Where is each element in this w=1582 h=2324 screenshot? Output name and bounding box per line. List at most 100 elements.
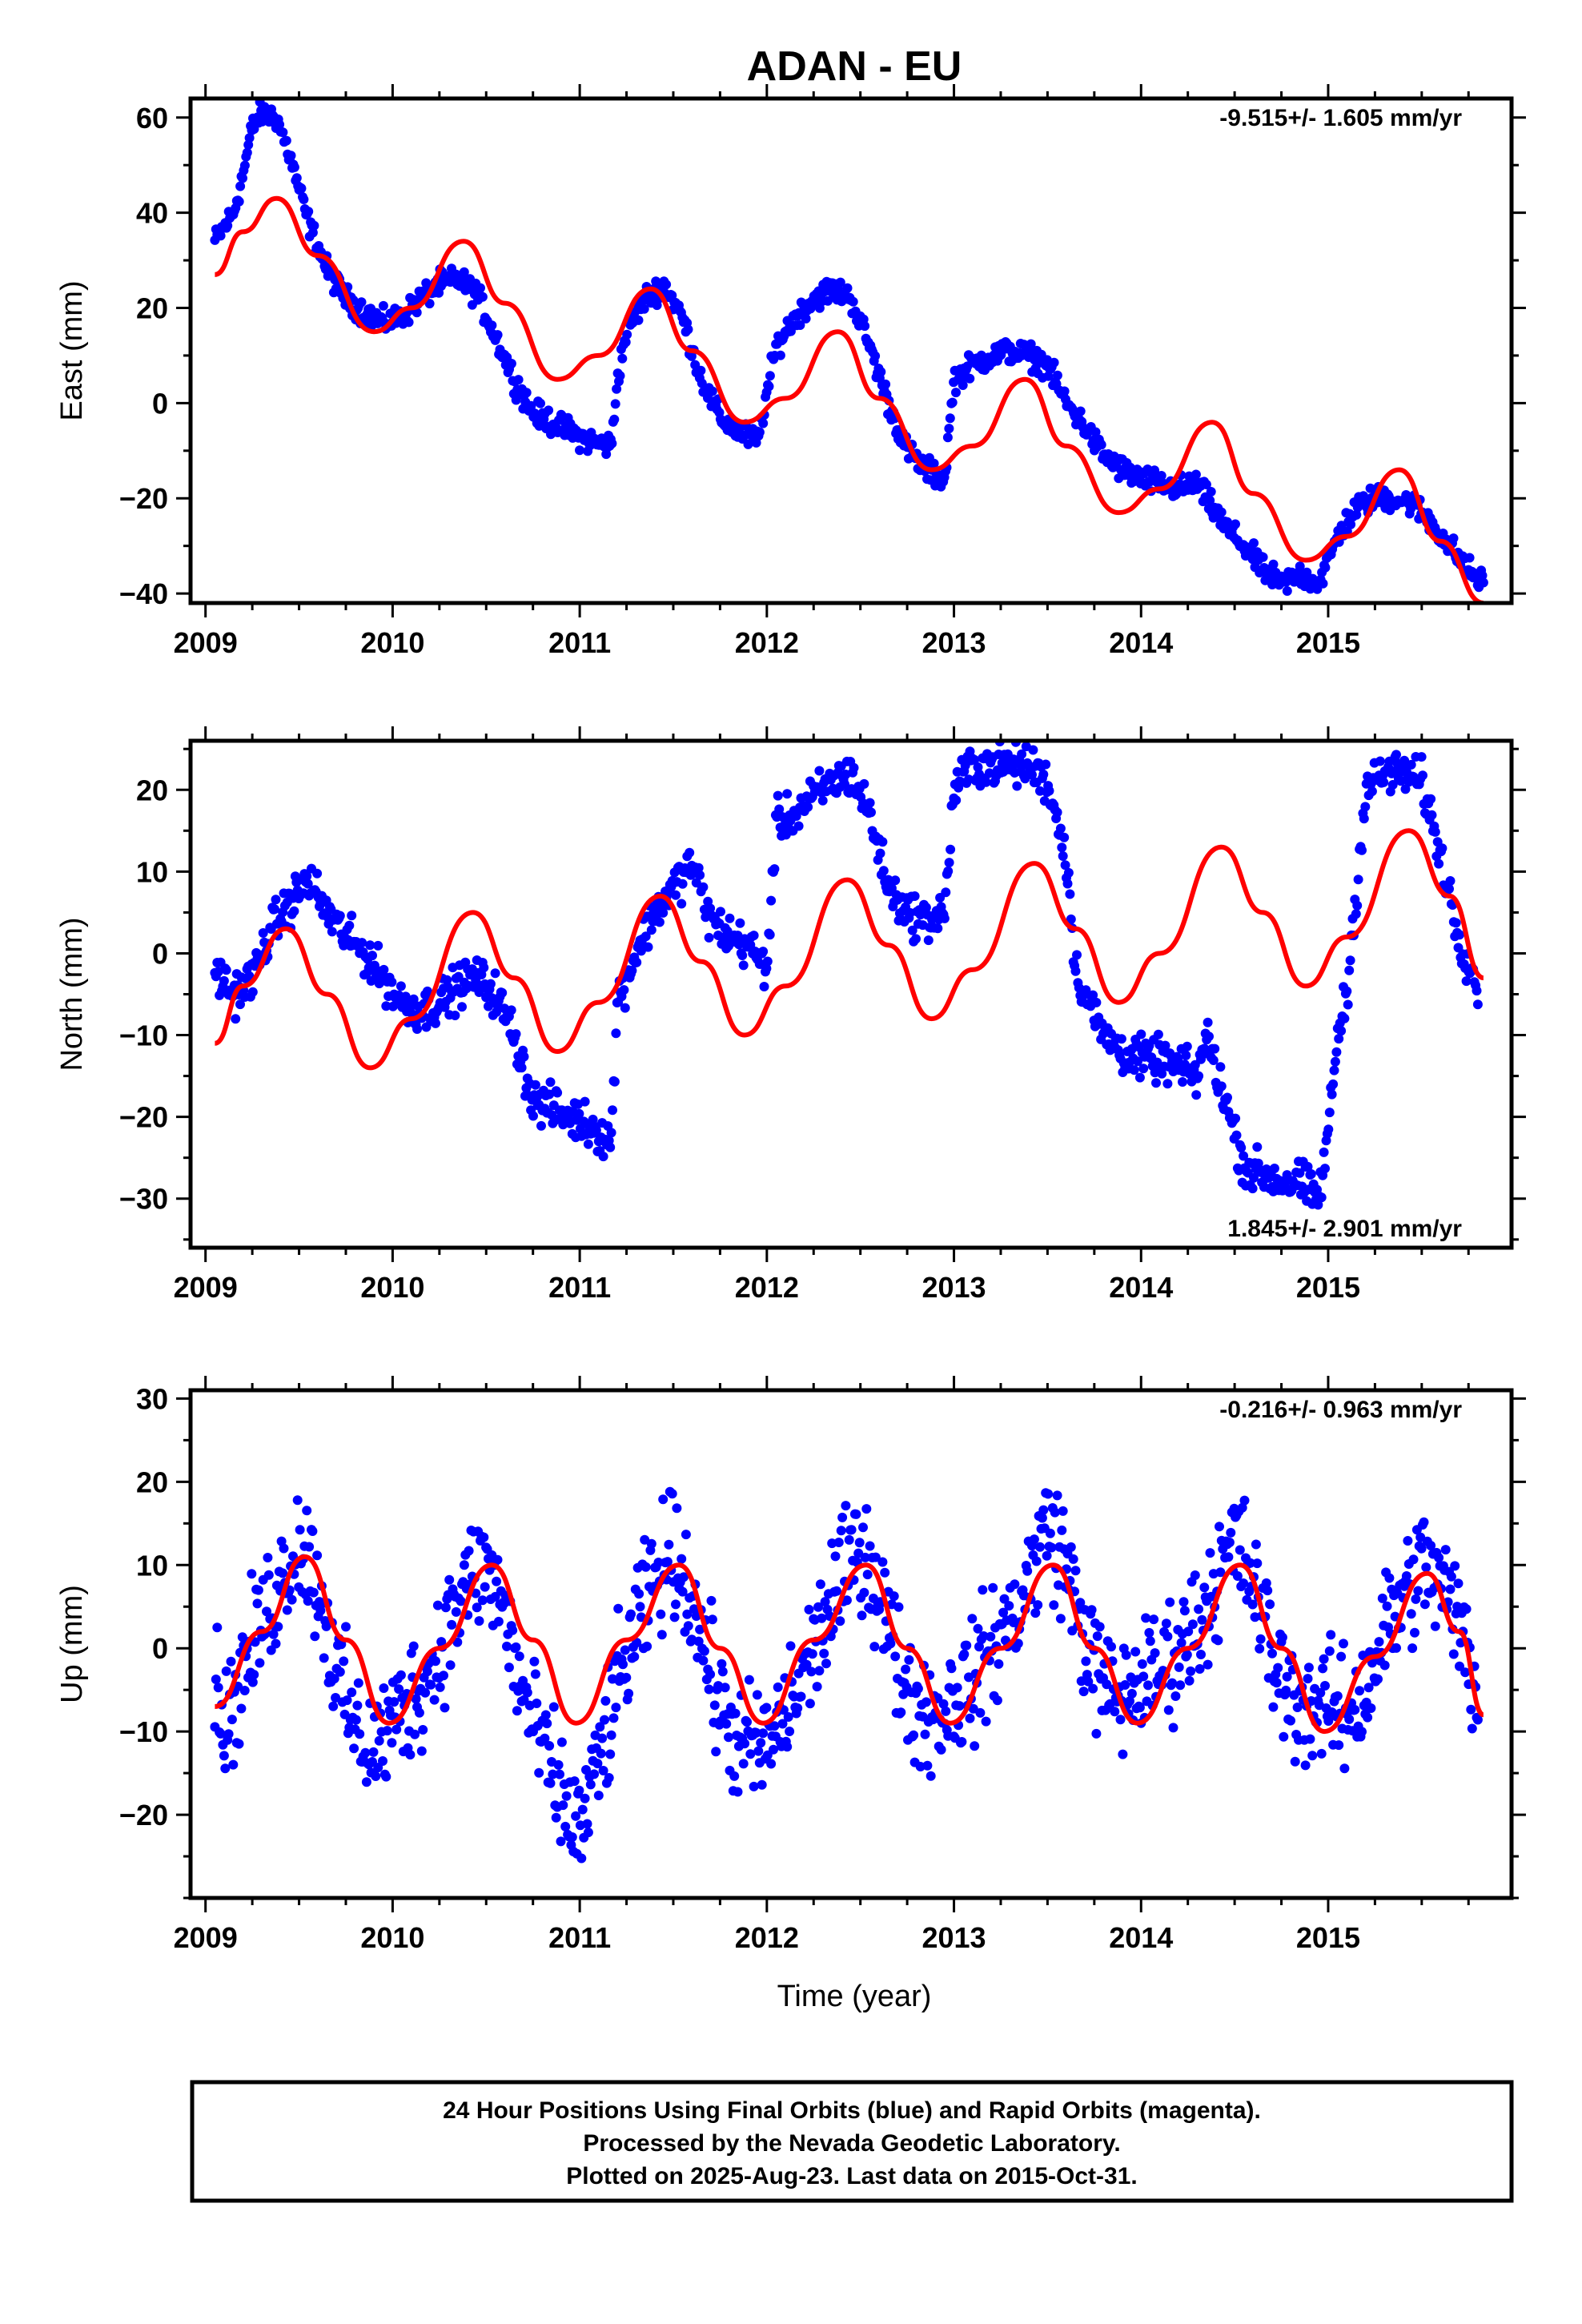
data-point: [1346, 519, 1356, 529]
data-point: [1379, 777, 1389, 787]
data-point: [656, 1630, 667, 1640]
rate-annotation: -9.515+/- 1.605 mm/yr: [1219, 105, 1462, 131]
data-point: [1138, 1063, 1149, 1074]
data-point: [806, 1667, 817, 1677]
y-tick-label: −20: [119, 482, 168, 515]
data-point: [605, 1142, 616, 1152]
data-point: [439, 1671, 448, 1681]
data-point: [681, 1530, 691, 1540]
data-point: [1088, 990, 1098, 1000]
data-point: [1391, 1642, 1401, 1653]
observed-points: [210, 99, 1488, 596]
data-point: [1130, 1647, 1141, 1657]
data-point: [658, 1494, 669, 1505]
data-point: [1062, 879, 1073, 889]
data-point: [640, 1562, 651, 1572]
data-point: [626, 1609, 636, 1619]
data-point: [1178, 1077, 1187, 1087]
data-point: [711, 1747, 721, 1757]
data-point: [814, 1666, 825, 1676]
data-point: [1175, 1680, 1186, 1691]
data-point: [479, 963, 489, 973]
data-point: [604, 1773, 614, 1783]
data-point: [1269, 1164, 1279, 1173]
data-point: [506, 1005, 516, 1015]
x-tick-label: 2010: [360, 626, 424, 659]
data-point: [911, 934, 921, 944]
data-point: [1336, 1026, 1347, 1036]
data-point: [762, 956, 773, 967]
data-point: [1327, 1089, 1337, 1100]
data-point: [249, 1670, 259, 1680]
data-point: [580, 1096, 590, 1107]
data-point: [785, 1727, 795, 1736]
data-point: [447, 1619, 457, 1630]
data-point: [1323, 1716, 1334, 1726]
data-point: [951, 795, 962, 806]
data-point: [1186, 1666, 1196, 1676]
data-point: [952, 1683, 962, 1693]
data-point: [898, 1689, 909, 1699]
data-point: [1263, 1586, 1273, 1596]
data-point: [707, 1614, 717, 1625]
data-point: [506, 359, 516, 368]
data-point: [968, 1703, 978, 1714]
data-point: [1125, 1696, 1134, 1707]
data-point: [1472, 999, 1483, 1010]
data-point: [1030, 1608, 1041, 1618]
data-point: [1184, 1675, 1195, 1686]
data-point: [303, 1596, 313, 1606]
data-point: [576, 1853, 587, 1864]
y-tick-label: −10: [119, 1019, 168, 1052]
data-point: [271, 895, 281, 905]
data-point: [1320, 1164, 1330, 1174]
data-point: [1426, 794, 1436, 804]
data-point: [926, 1771, 936, 1781]
data-point: [612, 384, 622, 394]
data-point: [1401, 1571, 1411, 1581]
data-point: [342, 1695, 352, 1706]
data-point: [580, 1793, 590, 1803]
data-point: [859, 1587, 869, 1598]
data-point: [288, 1551, 298, 1562]
data-point: [1316, 1748, 1327, 1759]
data-point: [832, 1586, 841, 1596]
data-point: [1206, 487, 1216, 497]
data-point: [1363, 1712, 1373, 1723]
data-point: [629, 1651, 640, 1662]
data-point: [1038, 1505, 1049, 1515]
data-point: [1300, 1760, 1311, 1771]
data-point: [1303, 1161, 1313, 1172]
data-point: [1223, 1552, 1234, 1562]
data-point: [504, 1663, 514, 1673]
data-point: [1406, 1609, 1416, 1619]
data-point: [1365, 1647, 1375, 1657]
data-point: [237, 1632, 247, 1642]
data-point: [761, 1703, 772, 1713]
data-point: [758, 947, 769, 957]
data-point: [988, 1582, 998, 1593]
data-point: [1265, 1599, 1275, 1610]
data-point: [365, 940, 375, 951]
data-point: [1179, 1606, 1190, 1616]
data-point: [1022, 1566, 1033, 1576]
data-point: [1400, 784, 1411, 794]
data-point: [215, 231, 226, 241]
data-point: [1324, 1646, 1335, 1656]
data-point: [642, 1641, 652, 1651]
data-point: [756, 1738, 766, 1748]
data-point: [379, 964, 389, 975]
data-point: [268, 1629, 279, 1639]
data-point: [613, 1603, 624, 1614]
data-point: [553, 1759, 564, 1770]
data-point: [705, 1669, 716, 1679]
data-point: [262, 1606, 271, 1617]
y-tick-label: 20: [136, 292, 168, 325]
data-point: [235, 999, 245, 1010]
data-point: [745, 1749, 756, 1759]
data-point: [382, 1726, 392, 1736]
data-point: [1168, 1723, 1178, 1733]
data-point: [1258, 552, 1268, 562]
data-point: [1448, 1649, 1459, 1659]
data-point: [1448, 533, 1459, 544]
